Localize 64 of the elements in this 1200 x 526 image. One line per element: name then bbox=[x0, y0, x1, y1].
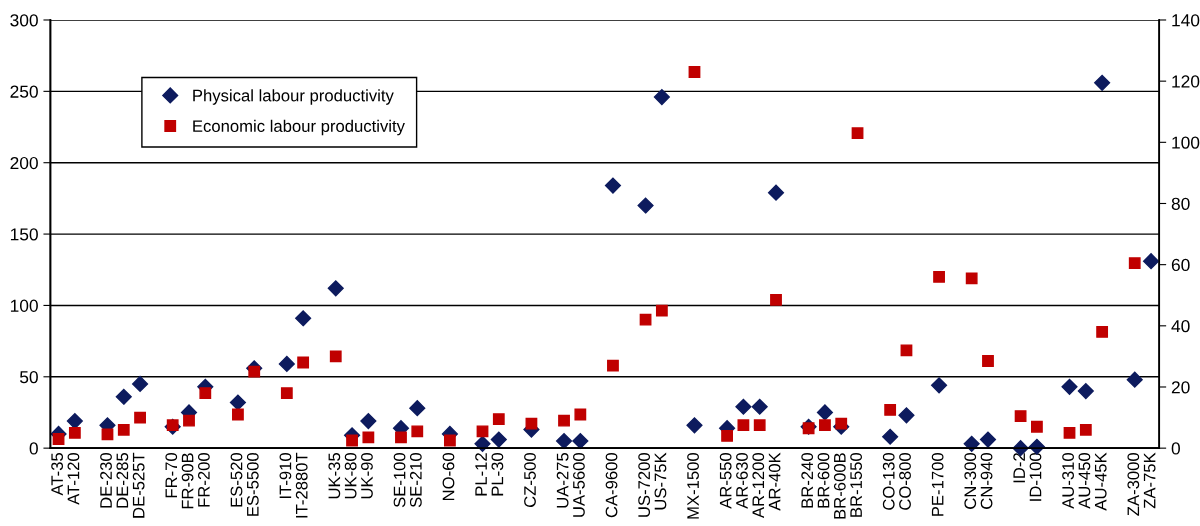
y2-tick-label: 80 bbox=[1171, 197, 1190, 210]
x-tick-label: BR-1550 bbox=[850, 452, 863, 517]
y-tick-label: 250 bbox=[10, 85, 38, 98]
x-tick-label: FR-200 bbox=[197, 452, 210, 507]
x-tick-label: IT-910 bbox=[279, 452, 292, 499]
y2-tick-label: 140 bbox=[1172, 14, 1200, 27]
x-tick-label: ZA-3000 bbox=[1127, 452, 1140, 516]
x-tick-label: AR-1200 bbox=[752, 452, 765, 519]
y2-tick-label: 20 bbox=[1171, 381, 1190, 394]
y-tick-label: 200 bbox=[10, 156, 38, 170]
y-tick-label: 50 bbox=[19, 370, 38, 384]
x-tick-label: US-7200 bbox=[638, 452, 651, 517]
x-tick-label: ID-100 bbox=[1029, 452, 1042, 501]
x-tick-label: UA-275 bbox=[556, 453, 569, 508]
x-tick-label: BR-600B bbox=[833, 453, 846, 519]
x-tick-label: UK-35 bbox=[328, 453, 341, 499]
legend-label: Economic labour productivity bbox=[193, 119, 405, 136]
x-tick-label: AR-40K bbox=[768, 452, 781, 511]
legend-label: Physical labour productivity bbox=[193, 89, 394, 105]
x-tick-label: UK-80 bbox=[344, 452, 357, 499]
x-tick-label: AT-35 bbox=[51, 453, 64, 496]
x-tick-label: AR-550 bbox=[719, 452, 732, 509]
x-tick-label: DE-230 bbox=[100, 452, 112, 508]
x-tick-label: CO-130 bbox=[882, 452, 895, 510]
x-tick-label: AU-450 bbox=[1078, 452, 1091, 509]
x-tick-label: ES-5500 bbox=[246, 452, 259, 516]
x-tick-label: CA-9600 bbox=[605, 452, 618, 518]
x-tick-label: SE-210 bbox=[409, 452, 422, 508]
x-tick-label: ID-2 bbox=[1013, 453, 1025, 483]
x-tick-label: PL-30 bbox=[491, 452, 504, 496]
x-tick-label: BR-240 bbox=[801, 452, 814, 508]
x-tick-label: CN-940 bbox=[980, 452, 993, 509]
y-tick-label: 100 bbox=[10, 299, 38, 312]
y2-tick-label: 60 bbox=[1171, 258, 1190, 272]
x-tick-label: NO-60 bbox=[442, 452, 455, 501]
x-tick-label: AU-45K bbox=[1094, 452, 1107, 511]
x-tick-label: AR-630 bbox=[736, 452, 748, 509]
y2-tick-label: 40 bbox=[1171, 319, 1190, 333]
x-tick-label: DE-525T bbox=[132, 452, 145, 518]
x-tick-label: MX-1500 bbox=[687, 452, 699, 519]
x-tick-label: SE-100 bbox=[393, 452, 406, 508]
x-tick-label: CN-300 bbox=[964, 452, 977, 509]
y2-tick-label: 0 bbox=[1171, 442, 1180, 455]
x-tick-label: PL-12 bbox=[475, 453, 487, 496]
x-tick-label: ZA-75K bbox=[1143, 452, 1156, 509]
x-tick-label: DE-285 bbox=[116, 453, 129, 508]
x-tick-label: CO-800 bbox=[899, 452, 911, 510]
x-tick-label: BR-600 bbox=[817, 452, 830, 508]
y2-tick-label: 100 bbox=[1172, 136, 1200, 149]
x-tick-label: UK-90 bbox=[361, 452, 373, 499]
x-tick-label: UA-5600 bbox=[573, 452, 585, 517]
y-tick-label: 300 bbox=[10, 14, 38, 27]
x-tick-label: FR-70 bbox=[165, 452, 178, 498]
x-tick-label: AU-310 bbox=[1062, 452, 1074, 509]
x-tick-label: US-75K bbox=[654, 452, 667, 510]
x-tick-label: IT-2880T bbox=[295, 452, 308, 518]
y-tick-label: 0 bbox=[29, 442, 38, 455]
x-tick-label: AT-120 bbox=[67, 452, 80, 505]
x-tick-label: ES-520 bbox=[230, 452, 243, 507]
x-tick-label: CZ-500 bbox=[524, 452, 536, 508]
y-tick-label: 150 bbox=[10, 228, 38, 241]
x-tick-label: FR-90B bbox=[181, 453, 194, 509]
y2-tick-label: 120 bbox=[1172, 75, 1200, 88]
x-tick-label: PE-1700 bbox=[931, 452, 944, 516]
